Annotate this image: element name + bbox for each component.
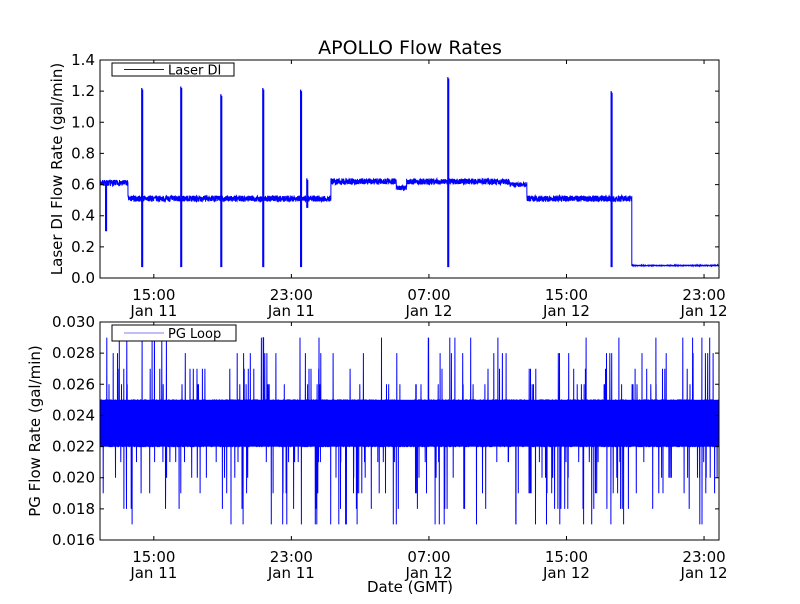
y-axis-label: Laser DI Flow Rate (gal/min) xyxy=(48,63,66,275)
x-tick-label-date: Jan 12 xyxy=(404,302,452,320)
y-tick-label: 0.030 xyxy=(52,313,95,331)
y-tick-label: 0.2 xyxy=(71,238,95,256)
x-tick-label-date: Jan 12 xyxy=(542,302,590,320)
x-tick-label-time: 23:00 xyxy=(270,286,313,304)
x-tick-label-date: Jan 12 xyxy=(542,564,590,582)
spike-mark xyxy=(610,91,613,268)
y-tick-label: 0.018 xyxy=(52,500,95,518)
x-tick-label-date: Jan 12 xyxy=(404,564,452,582)
legend: PG Loop xyxy=(111,324,237,342)
y-tick-label: 0.028 xyxy=(52,344,95,362)
spike-mark xyxy=(220,94,223,268)
y-tick-label: 0.6 xyxy=(71,176,95,194)
x-tick-label-date: Jan 12 xyxy=(680,302,728,320)
x-tick-label-date: Jan 11 xyxy=(267,564,315,582)
x-tick-label-time: 15:00 xyxy=(132,286,175,304)
legend: Laser DI xyxy=(111,62,235,79)
spike-mark xyxy=(141,88,144,268)
x-tick-label-date: Jan 12 xyxy=(680,564,728,582)
spike-mark xyxy=(300,89,303,268)
x-tick-label-time: 15:00 xyxy=(545,548,588,566)
axes-frame xyxy=(99,321,720,541)
y-tick-label: 0.8 xyxy=(71,144,95,162)
x-tick-label-time: 07:00 xyxy=(407,286,450,304)
spike-mark xyxy=(180,86,183,268)
spike-mark xyxy=(306,178,309,208)
y-tick-label: 0.024 xyxy=(52,406,95,424)
y-tick-label: 0.022 xyxy=(52,438,95,456)
x-tick-label-time: 07:00 xyxy=(407,548,450,566)
y-tick-label: 0.0 xyxy=(71,269,95,287)
chart-title: APOLLO Flow Rates xyxy=(318,37,502,59)
y-tick-label: 0.016 xyxy=(52,531,95,549)
series-line-laser-di xyxy=(100,176,719,268)
x-tick-label-time: 15:00 xyxy=(132,548,175,566)
x-axis-label: Date (GMT) xyxy=(367,578,453,596)
y-tick-label: 1.4 xyxy=(71,51,95,69)
legend-label: Laser DI xyxy=(168,64,221,79)
x-tick-label-time: 23:00 xyxy=(682,286,725,304)
x-tick-label-date: Jan 11 xyxy=(129,302,177,320)
x-tick-label-time: 23:00 xyxy=(270,548,313,566)
y-tick-label: 0.020 xyxy=(52,469,95,487)
axes-frame xyxy=(99,59,720,279)
legend-label: PG Loop xyxy=(168,327,221,342)
x-tick-label-date: Jan 11 xyxy=(267,302,315,320)
y-axis-label: PG Flow Rate (gal/min) xyxy=(26,345,44,517)
y-tick-label: 0.026 xyxy=(52,375,95,393)
bottom-axes-pg-loop: 0.016 0.018 0.020 0.022 0.024 0.026 0.028 0.030… xyxy=(26,313,728,582)
y-tick-label: 1.0 xyxy=(71,113,95,131)
x-tick-label-date: Jan 11 xyxy=(129,564,177,582)
spike-mark xyxy=(262,88,265,268)
spike-mark xyxy=(447,77,450,268)
x-tick-label-time: 15:00 xyxy=(545,286,588,304)
y-tick-label: 0.4 xyxy=(71,207,95,225)
dense-band xyxy=(100,399,719,447)
x-tick-label-time: 23:00 xyxy=(682,548,725,566)
y-tick-label: 1.2 xyxy=(71,82,95,100)
spike-mark xyxy=(105,181,108,232)
